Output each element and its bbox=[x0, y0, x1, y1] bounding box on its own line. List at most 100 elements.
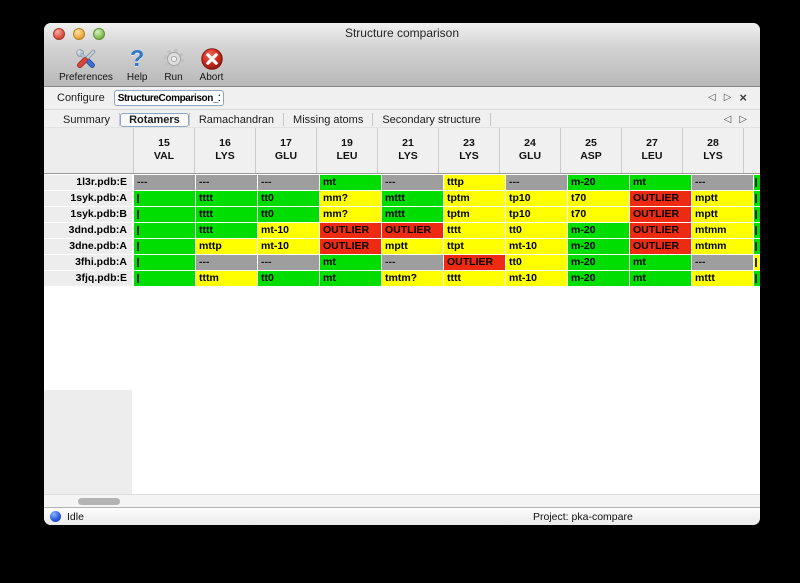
tab-secondary-structure[interactable]: Secondary structure bbox=[382, 113, 481, 126]
table-cell[interactable]: mt-10 bbox=[506, 239, 567, 254]
close-pane-icon[interactable]: × bbox=[739, 90, 747, 105]
table-cell[interactable] bbox=[134, 207, 195, 222]
row-label[interactable]: 3fhi.pdb:A bbox=[44, 255, 132, 270]
column-header-15-val[interactable]: 15 VAL bbox=[134, 128, 195, 173]
table-cell[interactable]: tp10 bbox=[506, 207, 567, 222]
column-header-27-leu[interactable]: 27 LEU bbox=[622, 128, 683, 173]
close-window-button[interactable] bbox=[53, 28, 65, 40]
table-cell[interactable]: mt bbox=[320, 175, 381, 190]
table-cell[interactable] bbox=[754, 223, 760, 238]
table-cell[interactable]: tt0 bbox=[506, 255, 567, 270]
table-cell[interactable]: mm? bbox=[320, 191, 381, 206]
row-label[interactable]: 1syk.pdb:B bbox=[44, 207, 132, 222]
column-header-28-lys[interactable]: 28 LYS bbox=[683, 128, 744, 173]
table-cell[interactable] bbox=[134, 223, 195, 238]
table-cell[interactable]: tptm bbox=[444, 207, 505, 222]
table-cell[interactable]: tt0 bbox=[506, 223, 567, 238]
table-cell[interactable]: tttt bbox=[444, 223, 505, 238]
minimize-window-button[interactable] bbox=[73, 28, 85, 40]
horizontal-scrollbar[interactable] bbox=[44, 494, 760, 507]
table-cell[interactable]: mptt bbox=[382, 239, 443, 254]
tab-summary[interactable]: Summary bbox=[63, 113, 111, 126]
abort-button[interactable]: Abort bbox=[193, 44, 231, 84]
run-button[interactable]: Run bbox=[155, 44, 193, 84]
table-cell[interactable]: tttt bbox=[196, 207, 257, 222]
table-cell[interactable]: --- bbox=[382, 175, 443, 190]
table-cell[interactable]: ttpt bbox=[444, 239, 505, 254]
table-cell[interactable]: mt-10 bbox=[258, 239, 319, 254]
help-button[interactable]: ? Help bbox=[120, 44, 155, 84]
table-cell[interactable]: mt-10 bbox=[258, 223, 319, 238]
prev-tab-icon[interactable]: ◁ bbox=[723, 113, 732, 125]
zoom-window-button[interactable] bbox=[93, 28, 105, 40]
table-cell[interactable]: mtmm bbox=[692, 223, 753, 238]
tab-ramachandran[interactable]: Ramachandran bbox=[198, 113, 275, 126]
table-cell[interactable]: OUTLIER bbox=[630, 239, 691, 254]
column-header-25-asp[interactable]: 25 ASP bbox=[561, 128, 622, 173]
scrollbar-thumb[interactable] bbox=[78, 498, 120, 505]
table-cell[interactable] bbox=[754, 255, 760, 270]
preferences-button[interactable]: Preferences bbox=[52, 44, 120, 84]
table-cell[interactable]: mt bbox=[320, 271, 381, 286]
table-cell[interactable]: mptt bbox=[692, 207, 753, 222]
table-cell[interactable] bbox=[134, 255, 195, 270]
next-tab-icon[interactable]: ▷ bbox=[739, 113, 747, 125]
next-pane-icon[interactable]: ▷ bbox=[723, 92, 732, 103]
table-cell[interactable]: t70 bbox=[568, 191, 629, 206]
table-cell[interactable]: mt-10 bbox=[506, 271, 567, 286]
table-cell[interactable]: tt0 bbox=[258, 271, 319, 286]
column-header-19-leu[interactable]: 19 LEU bbox=[317, 128, 378, 173]
table-cell[interactable]: OUTLIER bbox=[320, 239, 381, 254]
table-cell[interactable]: --- bbox=[196, 255, 257, 270]
configure-name-input[interactable] bbox=[113, 90, 224, 106]
row-label[interactable]: 3dne.pdb:A bbox=[44, 239, 132, 254]
column-header-17-glu[interactable]: 17 GLU bbox=[256, 128, 317, 173]
row-label[interactable]: 3fjq.pdb:E bbox=[44, 271, 132, 286]
table-cell[interactable]: OUTLIER bbox=[382, 223, 443, 238]
table-cell[interactable]: OUTLIER bbox=[630, 207, 691, 222]
table-cell[interactable]: mttt bbox=[382, 207, 443, 222]
title-bar[interactable]: Structure comparison bbox=[44, 23, 760, 44]
table-cell[interactable]: --- bbox=[692, 255, 753, 270]
table-cell[interactable]: m-20 bbox=[568, 175, 629, 190]
tab-missing-atoms[interactable]: Missing atoms bbox=[293, 113, 364, 126]
table-cell[interactable]: --- bbox=[506, 175, 567, 190]
column-header-23-lys[interactable]: 23 LYS bbox=[439, 128, 500, 173]
table-cell[interactable]: mm? bbox=[320, 207, 381, 222]
table-cell[interactable]: mttt bbox=[692, 271, 753, 286]
table-cell[interactable]: mttp bbox=[196, 239, 257, 254]
table-cell[interactable] bbox=[754, 207, 760, 222]
table-cell[interactable]: OUTLIER bbox=[630, 223, 691, 238]
table-cell[interactable]: --- bbox=[134, 175, 195, 190]
table-cell[interactable]: mptt bbox=[692, 191, 753, 206]
table-cell[interactable]: tttm bbox=[196, 271, 257, 286]
table-cell[interactable]: mtmm bbox=[692, 239, 753, 254]
tab-rotamers[interactable]: Rotamers bbox=[120, 112, 189, 127]
table-cell[interactable] bbox=[134, 271, 195, 286]
table-cell[interactable]: tptm bbox=[444, 191, 505, 206]
row-label[interactable]: 1l3r.pdb:E bbox=[44, 175, 132, 190]
table-cell[interactable]: m-20 bbox=[568, 239, 629, 254]
table-cell[interactable]: tt0 bbox=[258, 191, 319, 206]
table-cell[interactable]: --- bbox=[382, 255, 443, 270]
row-label[interactable]: 1syk.pdb:A bbox=[44, 191, 132, 206]
table-cell[interactable]: tttt bbox=[196, 223, 257, 238]
table-cell[interactable]: mttt bbox=[382, 191, 443, 206]
table-cell[interactable]: m-20 bbox=[568, 223, 629, 238]
row-label[interactable]: 3dnd.pdb:A bbox=[44, 223, 132, 238]
table-cell[interactable]: mt bbox=[630, 271, 691, 286]
table-cell[interactable]: mt bbox=[630, 175, 691, 190]
column-header-21-lys[interactable]: 21 LYS bbox=[378, 128, 439, 173]
table-cell[interactable]: tt0 bbox=[258, 207, 319, 222]
table-cell[interactable]: mt bbox=[320, 255, 381, 270]
table-cell[interactable]: --- bbox=[258, 175, 319, 190]
table-cell[interactable]: OUTLIER bbox=[320, 223, 381, 238]
table-cell[interactable]: --- bbox=[692, 175, 753, 190]
table-cell[interactable]: tttt bbox=[196, 191, 257, 206]
table-cell[interactable] bbox=[754, 191, 760, 206]
table-cell[interactable]: --- bbox=[196, 175, 257, 190]
table-cell[interactable] bbox=[134, 191, 195, 206]
table-cell[interactable]: OUTLIER bbox=[444, 255, 505, 270]
table-cell[interactable]: --- bbox=[258, 255, 319, 270]
table-cell[interactable]: m-20 bbox=[568, 255, 629, 270]
